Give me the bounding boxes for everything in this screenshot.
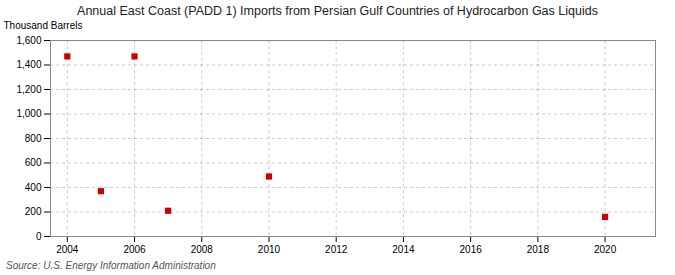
html-text:Source: U.S. Energy Informatio: Source: U.S. Energy Information Administ…	[6, 260, 216, 271]
svg-text:1,000: 1,000	[16, 108, 41, 119]
svg-text:2012: 2012	[325, 244, 348, 255]
svg-text:2004: 2004	[56, 244, 79, 255]
svg-text:2018: 2018	[527, 244, 550, 255]
svg-text:2014: 2014	[392, 244, 415, 255]
svg-text:2006: 2006	[123, 244, 146, 255]
svg-text:1,400: 1,400	[16, 59, 41, 70]
svg-text:200: 200	[25, 206, 42, 217]
svg-text:2016: 2016	[460, 244, 483, 255]
svg-text:Thousand Barrels: Thousand Barrels	[4, 20, 83, 31]
svg-text:800: 800	[25, 133, 42, 144]
svg-text:2008: 2008	[191, 244, 214, 255]
svg-text:2020: 2020	[594, 244, 617, 255]
svg-text:1,200: 1,200	[16, 84, 41, 95]
svg-text:2010: 2010	[258, 244, 281, 255]
html-text:Annual East Coast (PADD 1) Imp: Annual East Coast (PADD 1) Imports from …	[77, 4, 598, 18]
svg-text:400: 400	[25, 182, 42, 193]
svg-text:600: 600	[25, 157, 42, 168]
svg-text:1,600: 1,600	[16, 35, 41, 46]
svg-text:0: 0	[36, 231, 42, 242]
